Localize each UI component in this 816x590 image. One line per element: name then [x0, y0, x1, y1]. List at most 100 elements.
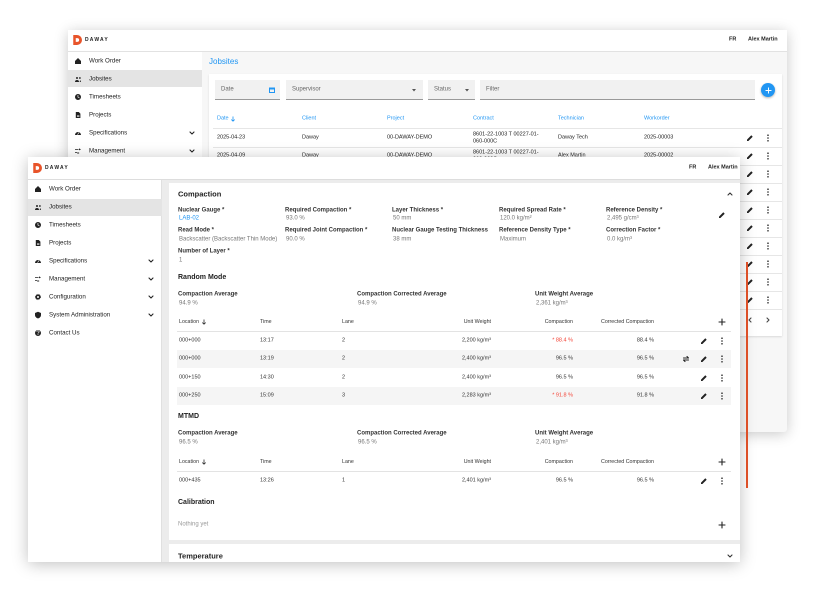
edit-button[interactable]	[746, 260, 754, 268]
column-header[interactable]: Date	[217, 115, 229, 122]
more-button[interactable]	[718, 355, 726, 363]
sidebar-item[interactable]: Specifications	[89, 129, 128, 137]
edit-button[interactable]	[718, 211, 726, 219]
sidebar-item[interactable]: Projects	[49, 239, 72, 247]
sidebar-item[interactable]: Projects	[89, 111, 112, 119]
field-label: Reference Density Type *	[499, 227, 571, 234]
sidebar-item[interactable]: Configuration	[49, 293, 86, 301]
row-line	[213, 128, 782, 129]
edit-button[interactable]	[746, 224, 754, 232]
edit-button-shape	[701, 478, 707, 484]
more-button[interactable]	[764, 296, 772, 304]
more-button[interactable]	[718, 392, 726, 400]
column-header[interactable]: Location	[179, 318, 200, 325]
sidebar-item[interactable]: Work Order	[49, 185, 81, 193]
sort-icon-shape	[202, 319, 206, 325]
edit-button[interactable]	[700, 374, 708, 382]
expand-button[interactable]	[726, 552, 734, 560]
sidebar-item[interactable]: Specifications	[49, 257, 88, 265]
sidebar-item[interactable]: Management	[49, 275, 86, 283]
field-label: Required Compaction *	[285, 207, 352, 214]
edit-button[interactable]	[746, 152, 754, 160]
sidebar-chevron[interactable]	[147, 275, 155, 283]
sidebar-icon-shape	[75, 77, 81, 82]
next-page[interactable]	[764, 316, 772, 324]
sidebar-icon	[35, 293, 41, 301]
average-label: Unit Weight Average	[535, 430, 594, 437]
language[interactable]: FR	[729, 36, 737, 43]
edit-button[interactable]	[700, 337, 708, 345]
more-button[interactable]	[764, 170, 772, 178]
more-button[interactable]	[764, 242, 772, 250]
filter-field[interactable]	[215, 80, 280, 100]
field-value[interactable]: LAB-02	[179, 215, 200, 222]
more-button[interactable]	[764, 206, 772, 214]
sort-icon	[202, 319, 206, 325]
sidebar-chevron[interactable]	[147, 293, 155, 301]
column-header[interactable]: Location	[179, 458, 200, 465]
sidebar-selected	[28, 199, 162, 216]
table-cell: 3	[342, 392, 346, 399]
add-row-button[interactable]	[718, 521, 726, 529]
edit-button[interactable]	[746, 206, 754, 214]
more-button[interactable]	[764, 260, 772, 268]
edit-button[interactable]	[700, 477, 708, 485]
edit-button[interactable]	[700, 392, 708, 400]
sidebar-icon	[75, 94, 81, 100]
field-value: Maximum	[500, 236, 527, 243]
sidebar-icon	[35, 276, 41, 282]
prev-page[interactable]	[746, 316, 754, 324]
sidebar-item[interactable]: Management	[89, 147, 126, 155]
sidebar-item[interactable]: Work Order	[89, 57, 121, 65]
sidebar-item[interactable]: Timesheets	[89, 93, 121, 101]
table-cell: 000+435	[179, 477, 201, 484]
more-button[interactable]	[718, 477, 726, 485]
sidebar-item[interactable]: Jobsites	[49, 203, 72, 211]
sidebar-item[interactable]: Jobsites	[89, 75, 112, 83]
column-header[interactable]: Workorder	[644, 115, 670, 122]
column-header[interactable]: Project	[387, 115, 405, 122]
edit-button[interactable]	[746, 134, 754, 142]
edit-button-shape	[747, 297, 753, 303]
more-button[interactable]	[764, 278, 772, 286]
edit-button[interactable]	[746, 278, 754, 286]
subsection-title: Calibration	[178, 498, 215, 506]
more-button[interactable]	[764, 152, 772, 160]
filter-field[interactable]	[480, 80, 755, 100]
collapse-button[interactable]	[726, 190, 734, 198]
column-header[interactable]: Client	[302, 115, 317, 122]
calendar-icon[interactable]	[268, 86, 276, 94]
more-button[interactable]	[764, 188, 772, 196]
add-icon-shape	[764, 86, 772, 94]
more-button[interactable]	[718, 373, 726, 382]
edit-button[interactable]	[700, 355, 708, 363]
sidebar-item[interactable]: Contact Us	[49, 329, 80, 337]
add-row-button[interactable]	[718, 318, 726, 326]
sidebar-chevron[interactable]	[188, 129, 196, 137]
sidebar-chevron[interactable]	[188, 147, 196, 155]
sidebar-icon-shape	[35, 330, 41, 336]
edit-button[interactable]	[746, 188, 754, 196]
language[interactable]: FR	[689, 164, 697, 171]
user-name[interactable]: Alex Martin	[748, 36, 778, 43]
user-name[interactable]: Alex Martin	[708, 164, 738, 171]
edit-button[interactable]	[746, 296, 754, 304]
sidebar-item[interactable]: Timesheets	[49, 221, 81, 229]
filter-field[interactable]	[428, 80, 475, 100]
more-button[interactable]	[764, 134, 772, 142]
column-header[interactable]: Technician	[558, 115, 584, 122]
edit-button[interactable]	[746, 170, 754, 178]
column-header[interactable]: Contract	[473, 115, 494, 122]
more-button[interactable]	[764, 224, 772, 232]
sidebar-item[interactable]: System Administration	[49, 311, 111, 319]
table-cell: 2	[342, 356, 346, 362]
field-value: 38 mm	[393, 236, 412, 243]
more-button[interactable]	[718, 337, 726, 345]
more-button-shape	[721, 355, 723, 363]
filter-field[interactable]	[286, 80, 423, 100]
sidebar-chevron[interactable]	[147, 311, 155, 319]
add-row-button[interactable]	[718, 458, 726, 466]
edit-button[interactable]	[746, 242, 754, 250]
sidebar-chevron[interactable]	[147, 257, 155, 265]
swap-button[interactable]	[682, 355, 690, 363]
